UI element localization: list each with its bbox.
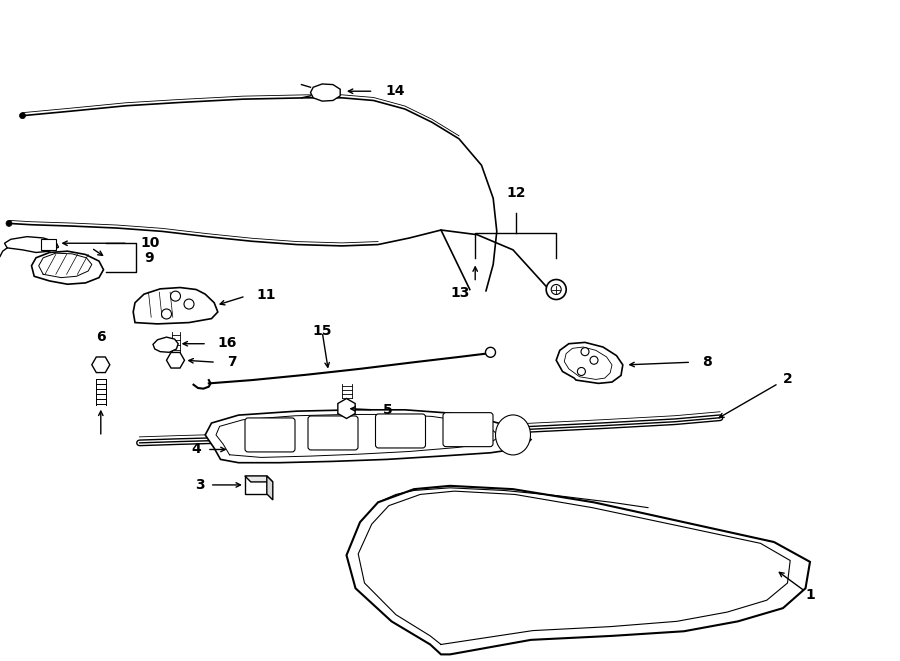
Circle shape [6,220,12,227]
Polygon shape [4,237,59,253]
Text: 7: 7 [227,354,237,369]
Polygon shape [133,288,218,324]
FancyBboxPatch shape [375,414,426,448]
Text: 6: 6 [96,330,105,344]
Circle shape [581,348,589,356]
Polygon shape [245,476,273,482]
FancyBboxPatch shape [308,416,358,450]
Text: 4: 4 [192,442,201,457]
Text: 10: 10 [140,236,160,251]
FancyBboxPatch shape [245,418,295,452]
Circle shape [590,356,598,364]
Polygon shape [266,476,273,500]
Polygon shape [556,342,623,383]
Text: 3: 3 [195,478,204,492]
Circle shape [551,284,562,295]
Text: 1: 1 [806,588,814,602]
Text: 8: 8 [702,354,712,369]
Circle shape [161,309,172,319]
Polygon shape [205,410,531,463]
Text: 5: 5 [382,403,392,417]
Circle shape [578,368,585,375]
Circle shape [485,347,496,358]
Text: 12: 12 [506,186,526,200]
Circle shape [20,112,25,119]
Circle shape [170,291,181,301]
Polygon shape [346,486,810,654]
FancyBboxPatch shape [443,412,493,447]
Text: 14: 14 [385,83,405,98]
Polygon shape [153,337,178,352]
Bar [245,476,266,494]
Text: 2: 2 [783,371,792,386]
Circle shape [184,299,194,309]
Text: 13: 13 [451,286,470,299]
Text: 11: 11 [256,288,276,303]
Ellipse shape [496,415,530,455]
Circle shape [546,280,566,299]
Polygon shape [32,251,104,284]
Polygon shape [40,239,56,250]
Polygon shape [310,84,340,101]
Text: 9: 9 [144,251,154,265]
Text: 15: 15 [312,324,332,338]
Text: 16: 16 [218,336,238,350]
